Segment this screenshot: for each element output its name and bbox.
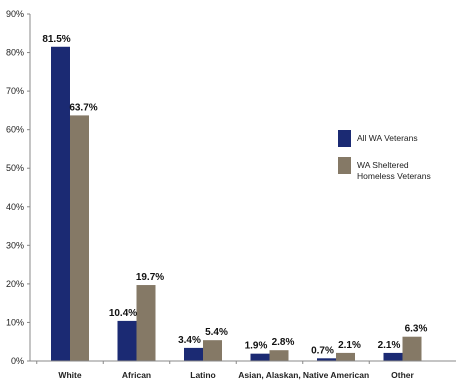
y-axis: 0% 10% 20% 30% 40% 50% 60% 70% 80% 90% bbox=[6, 9, 31, 366]
bar bbox=[269, 350, 289, 361]
data-labels: 81.5% 63.7% 10.4% 19.7% 3.4% 5.4% 1.9% 2.8% 0.7%… bbox=[42, 34, 427, 357]
x-tick-label: White bbox=[58, 370, 81, 380]
bar bbox=[51, 46, 70, 362]
data-label: 63.7% bbox=[69, 102, 97, 113]
data-label: 19.7% bbox=[136, 272, 164, 283]
y-tick-label: 20% bbox=[6, 279, 24, 289]
legend-swatch-all-wa-veterans bbox=[338, 130, 351, 147]
data-label: 3.4% bbox=[178, 335, 201, 346]
x-tick-label: Other bbox=[391, 370, 414, 380]
data-label: 6.3% bbox=[405, 324, 428, 335]
bar bbox=[70, 115, 89, 361]
x-tick-label: African bbox=[122, 370, 151, 380]
bar bbox=[402, 336, 422, 361]
x-tick-label: Asian, Alaskan, bbox=[238, 370, 301, 380]
data-label: 1.9% bbox=[245, 341, 268, 352]
data-label: 2.1% bbox=[378, 340, 401, 351]
legend: All WA Veterans WA Sheltered Homeless Ve… bbox=[338, 130, 457, 192]
y-tick-label: 40% bbox=[6, 202, 24, 212]
bar bbox=[184, 347, 203, 361]
data-label: 2.1% bbox=[338, 340, 361, 351]
y-tick-label: 50% bbox=[6, 163, 24, 173]
bar bbox=[383, 352, 403, 361]
y-tick-label: 30% bbox=[6, 240, 24, 250]
x-tick-label: Latino bbox=[190, 370, 216, 380]
bar bbox=[317, 358, 336, 361]
x-axis: White African Latino Asian, Alaskan, Native … bbox=[30, 360, 456, 380]
x-tick-label: Native American bbox=[303, 370, 369, 380]
data-label: 81.5% bbox=[42, 34, 70, 45]
y-tick-label: 10% bbox=[6, 317, 24, 327]
y-tick-label: 60% bbox=[6, 125, 24, 135]
bars bbox=[51, 46, 422, 362]
data-label: 10.4% bbox=[109, 308, 137, 319]
legend-item-wa-sheltered-homeless-veterans: WA Sheltered Homeless Veterans bbox=[338, 157, 457, 182]
data-label: 2.8% bbox=[272, 337, 295, 348]
bar bbox=[117, 320, 137, 361]
bar bbox=[250, 353, 270, 361]
bar bbox=[136, 285, 156, 361]
bar bbox=[203, 340, 222, 361]
y-tick-label: 0% bbox=[11, 356, 24, 366]
legend-item-all-wa-veterans: All WA Veterans bbox=[338, 130, 457, 147]
legend-label: All WA Veterans bbox=[357, 133, 418, 143]
bar bbox=[336, 352, 355, 361]
data-label: 0.7% bbox=[311, 345, 334, 356]
y-tick-label: 80% bbox=[6, 48, 24, 58]
y-tick-label: 90% bbox=[6, 9, 24, 19]
legend-swatch-wa-sheltered-homeless-veterans bbox=[338, 157, 351, 174]
y-tick-label: 70% bbox=[6, 86, 24, 96]
legend-label: WA Sheltered Homeless Veterans bbox=[357, 160, 431, 181]
data-label: 5.4% bbox=[205, 327, 228, 338]
